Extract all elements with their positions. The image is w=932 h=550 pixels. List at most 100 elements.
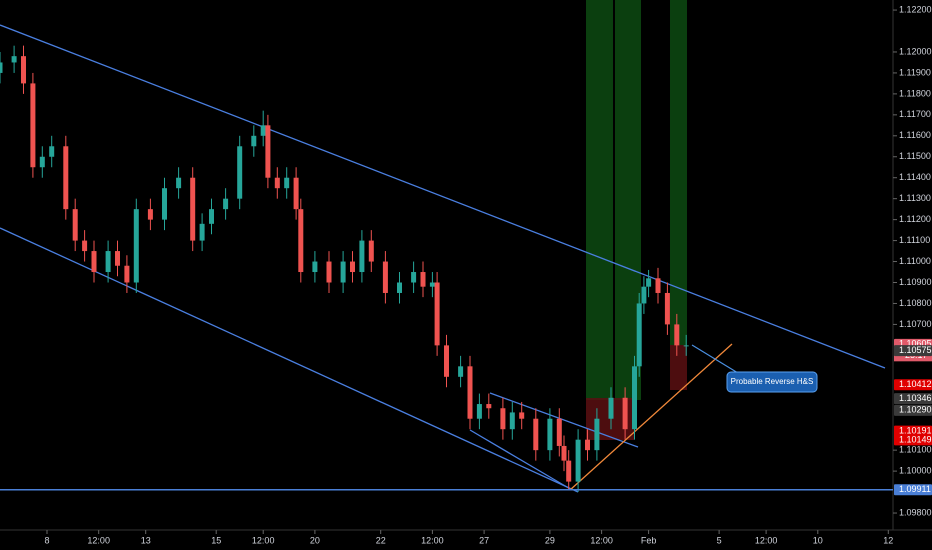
candle-body: [420, 272, 426, 287]
callout: Probable Reverse H&S: [691, 344, 818, 393]
candle-body: [340, 261, 346, 283]
y-tick-label: 1.11000: [899, 256, 931, 266]
candle-body: [274, 177, 280, 189]
green-zone: [586, 0, 613, 400]
candle-body: [622, 397, 628, 430]
y-tick-label: 1.10900: [899, 277, 932, 287]
y-tick-label: 1.10100: [899, 445, 932, 455]
x-tick-label: 12: [883, 535, 893, 545]
neckline: [569, 343, 733, 491]
y-tick-label: 1.12000: [899, 46, 932, 56]
x-tick-label: 27: [479, 535, 489, 545]
candle-body: [293, 177, 299, 210]
y-tick-label: 1.11500: [899, 151, 931, 161]
candle-body: [674, 324, 680, 346]
candle-body: [251, 135, 257, 147]
candle-body: [312, 261, 318, 273]
candle-body: [223, 198, 229, 210]
y-tick-label: 1.09800: [899, 507, 932, 517]
candle-body: [561, 445, 567, 461]
callout-pointer: [691, 344, 739, 374]
x-tick-label: 20: [310, 535, 320, 545]
candle-body: [190, 177, 196, 241]
candle-body: [566, 460, 572, 482]
candle-body: [547, 418, 553, 451]
candle-body: [646, 278, 652, 287]
price-label: 1.10605: [899, 339, 932, 349]
y-tick-label: 1.11700: [899, 109, 931, 119]
candle-body: [284, 177, 290, 189]
candle-body: [486, 404, 492, 409]
price-label: 1.10346: [899, 393, 932, 403]
x-tick-label: 10: [813, 535, 823, 545]
x-tick-label: 29: [545, 535, 555, 545]
x-tick-label: 13: [141, 535, 151, 545]
callout-text: Probable Reverse H&S: [731, 377, 814, 386]
candle-body: [636, 303, 642, 367]
candle-body: [162, 188, 167, 220]
candle-body: [683, 345, 689, 347]
candle-body: [147, 209, 153, 220]
candle-body: [124, 265, 130, 283]
drawings: [0, 0, 886, 493]
candle-body: [30, 83, 36, 168]
y-tick-label: 1.11600: [899, 130, 931, 140]
candle-body: [533, 418, 539, 451]
candle-body: [63, 146, 69, 210]
red-zone: [670, 345, 687, 390]
price-label-bg: [894, 425, 932, 437]
candle-body: [594, 418, 600, 451]
candle-body: [429, 282, 435, 287]
candle-body: [237, 146, 243, 199]
y-tick-label: 1.11900: [899, 67, 931, 77]
candle-body: [467, 366, 473, 419]
price-label-bg: [894, 379, 932, 391]
x-tick-label: 12:00: [590, 535, 613, 545]
y-tick-label: 1.10800: [899, 298, 932, 308]
candle-body: [585, 439, 590, 451]
candle-body: [397, 282, 402, 293]
candle-body: [21, 56, 26, 84]
candles: [0, 45, 689, 493]
candle-body: [49, 146, 55, 157]
y-tick-label: 1.11800: [899, 88, 931, 98]
candle-body: [0, 62, 3, 73]
candle-body: [556, 418, 562, 446]
green-zone: [615, 0, 641, 400]
channel-line: [0, 227, 579, 493]
wedge-line: [489, 392, 639, 448]
candle-body: [519, 412, 525, 419]
candle-body: [199, 223, 205, 241]
x-tick-label: 12:00: [421, 535, 444, 545]
candle-body: [664, 292, 670, 325]
candle-body: [298, 209, 304, 273]
x-tick-label: 8: [44, 535, 49, 545]
price-label: 1.10149: [899, 434, 932, 444]
candle-body: [209, 209, 214, 224]
candle-body: [91, 251, 97, 273]
candle-body: [655, 278, 661, 293]
price-label: 1.09911: [899, 484, 931, 494]
x-tick-label: 22: [376, 535, 386, 545]
candle-body: [368, 240, 374, 262]
price-label-bg: [894, 393, 932, 405]
candle-body: [608, 397, 614, 419]
x-tick-label: Feb: [641, 535, 657, 545]
wedge-line: [469, 429, 573, 491]
x-tick-label: 15: [211, 535, 221, 545]
price-label-bg: [894, 484, 932, 496]
candle-body: [115, 251, 120, 266]
y-tick-label: 1.12200: [899, 4, 932, 14]
price-label-bg: [894, 404, 932, 416]
price-label: 1.10191: [899, 425, 932, 435]
candle-body: [133, 209, 139, 283]
candle-body: [105, 251, 111, 273]
candle-body: [176, 177, 182, 189]
channel-line: [0, 24, 886, 369]
candle-body: [326, 261, 332, 283]
candle-body: [39, 156, 45, 168]
candle-body: [476, 404, 482, 419]
y-tick-label: 1.11400: [899, 172, 931, 182]
callout-box: [726, 371, 818, 393]
